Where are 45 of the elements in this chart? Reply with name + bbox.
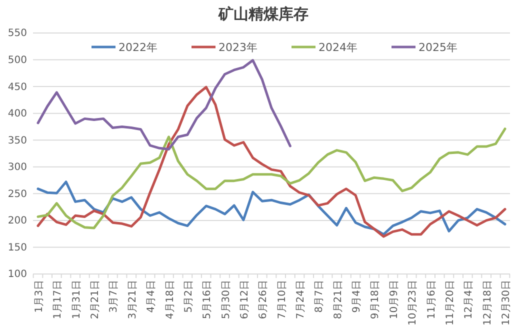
y-tick-label: 250 [8,188,27,200]
y-tick-label: 200 [8,216,27,227]
x-tick-label: 5月16日 [202,280,214,320]
x-tick-label: 4月18日 [164,280,176,320]
legend-label: 2025年 [418,41,458,54]
legend-label: 2024年 [318,41,358,54]
x-tick-label: 6月26日 [258,280,270,320]
x-tick-label: 4月4日 [146,280,158,313]
line-series [36,59,292,150]
y-tick-label: 500 [8,54,27,66]
x-tick-label: 12月30日 [501,280,512,326]
x-tick-label: 8月7日 [314,280,326,313]
line-series [36,86,506,238]
line-series [36,128,506,230]
legend-label: 2022年 [118,41,158,54]
x-tick-label: 3月21日 [127,280,138,320]
x-tick-label: 2月21日 [90,280,102,320]
y-tick-label: 550 [8,28,27,40]
x-tick-label: 1月31日 [71,280,82,320]
x-tick-label: 12月4日 [464,280,475,320]
x-tick-label: 1月3日 [34,280,45,313]
x-tick-label: 1月17日 [52,280,64,320]
x-tick-label: 3月7日 [108,280,120,313]
y-tick-label: 300 [8,162,27,174]
y-tick-label: 450 [8,82,27,93]
x-tick-label: 10月9日 [388,280,400,320]
x-tick-label: 7月24日 [296,280,307,320]
line-series [36,180,506,236]
chart-title: 矿山精煤库存 [218,5,308,23]
y-tick-label: 100 [8,269,27,280]
x-tick-label: 11月20日 [444,280,456,326]
legend-label: 2023年 [218,41,258,54]
y-tick-label: 350 [8,135,27,146]
x-tick-label: 11月6日 [426,280,438,320]
x-tick-label: 5月30日 [220,280,232,320]
x-tick-label: 7月10日 [276,280,288,320]
x-tick-label: 5月2日 [183,280,194,313]
x-tick-label: 9月18日 [370,280,382,320]
x-tick-label: 9月4日 [352,280,363,313]
x-tick-label: 8月21日 [332,280,344,320]
y-tick-label: 400 [8,108,27,120]
x-tick-label: 12月18日 [482,280,494,326]
x-tick-label: 10月23日 [408,280,419,326]
y-tick-label: 150 [8,242,27,254]
x-tick-label: 6月12日 [239,280,250,320]
